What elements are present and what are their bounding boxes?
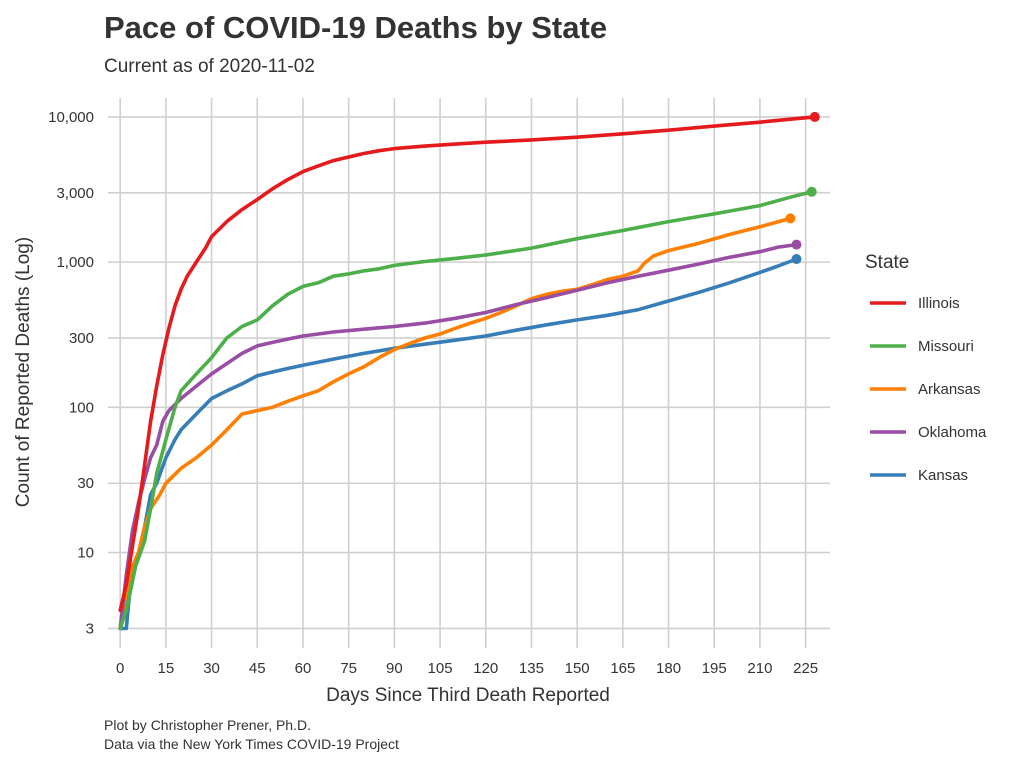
legend-label-arkansas: Arkansas [918, 381, 981, 398]
x-tick-label: 135 [519, 660, 544, 677]
y-tick-label: 10,000 [48, 109, 94, 126]
y-tick-label: 10 [77, 545, 94, 562]
y-tick-label: 100 [69, 399, 94, 416]
series-endpoint-kansas [791, 254, 802, 265]
y-tick-label: 1,000 [56, 254, 94, 271]
series-line-oklahoma [118, 242, 799, 631]
x-tick-label: 105 [428, 660, 453, 677]
x-tick-label: 150 [565, 660, 590, 677]
x-tick-label: 165 [610, 660, 635, 677]
axis-layer: 0 15 30 45 60 75 90 105 120 135 150 165 180 195 210 225… [48, 109, 818, 677]
caption-credit: Plot by Christopher Prener, Ph.D. [104, 717, 311, 733]
x-tick-label: 0 [116, 660, 124, 677]
caption-source: Data via the New York Times COVID-19 Pro… [104, 736, 399, 752]
x-axis-title: Days Since Third Death Reported [326, 685, 610, 706]
x-tick-label: 45 [249, 660, 266, 677]
series-line-missouri [118, 190, 814, 631]
y-tick-label: 300 [69, 330, 94, 347]
chart-title: Pace of COVID-19 Deaths by State [104, 10, 608, 45]
series-line-illinois [118, 115, 817, 613]
series-endpoint-illinois [809, 111, 820, 122]
series-endpoint-oklahoma [791, 239, 802, 250]
y-tick-label: 30 [77, 475, 94, 492]
series-endpoint-arkansas [785, 213, 796, 224]
x-tick-label: 120 [473, 660, 498, 677]
chart-subtitle: Current as of 2020-11-02 [104, 56, 315, 77]
legend-title: State [865, 252, 909, 273]
legend-label-kansas: Kansas [918, 467, 968, 484]
series-endpoint-missouri [806, 186, 817, 197]
x-tick-label: 180 [656, 660, 681, 677]
x-tick-label: 30 [203, 660, 220, 677]
x-tick-label: 75 [340, 660, 357, 677]
legend: State Illinois Missouri Arkansas Oklahoma Ka… [865, 252, 987, 484]
y-tick-label: 3,000 [56, 185, 94, 202]
series-line-kansas [118, 257, 799, 631]
legend-label-oklahoma: Oklahoma [918, 424, 987, 441]
x-tick-label: 15 [158, 660, 175, 677]
y-axis-title: Count of Reported Deaths (Log) [13, 237, 34, 507]
legend-label-illinois: Illinois [918, 295, 960, 312]
legend-label-missouri: Missouri [918, 338, 974, 355]
x-tick-label: 195 [702, 660, 727, 677]
x-tick-label: 210 [747, 660, 772, 677]
grid-layer [108, 98, 830, 648]
y-tick-label: 3 [86, 620, 94, 637]
series-line-arkansas [118, 216, 793, 631]
series-layer [118, 111, 820, 631]
x-tick-label: 225 [793, 660, 818, 677]
x-tick-label: 90 [386, 660, 403, 677]
x-tick-label: 60 [295, 660, 312, 677]
